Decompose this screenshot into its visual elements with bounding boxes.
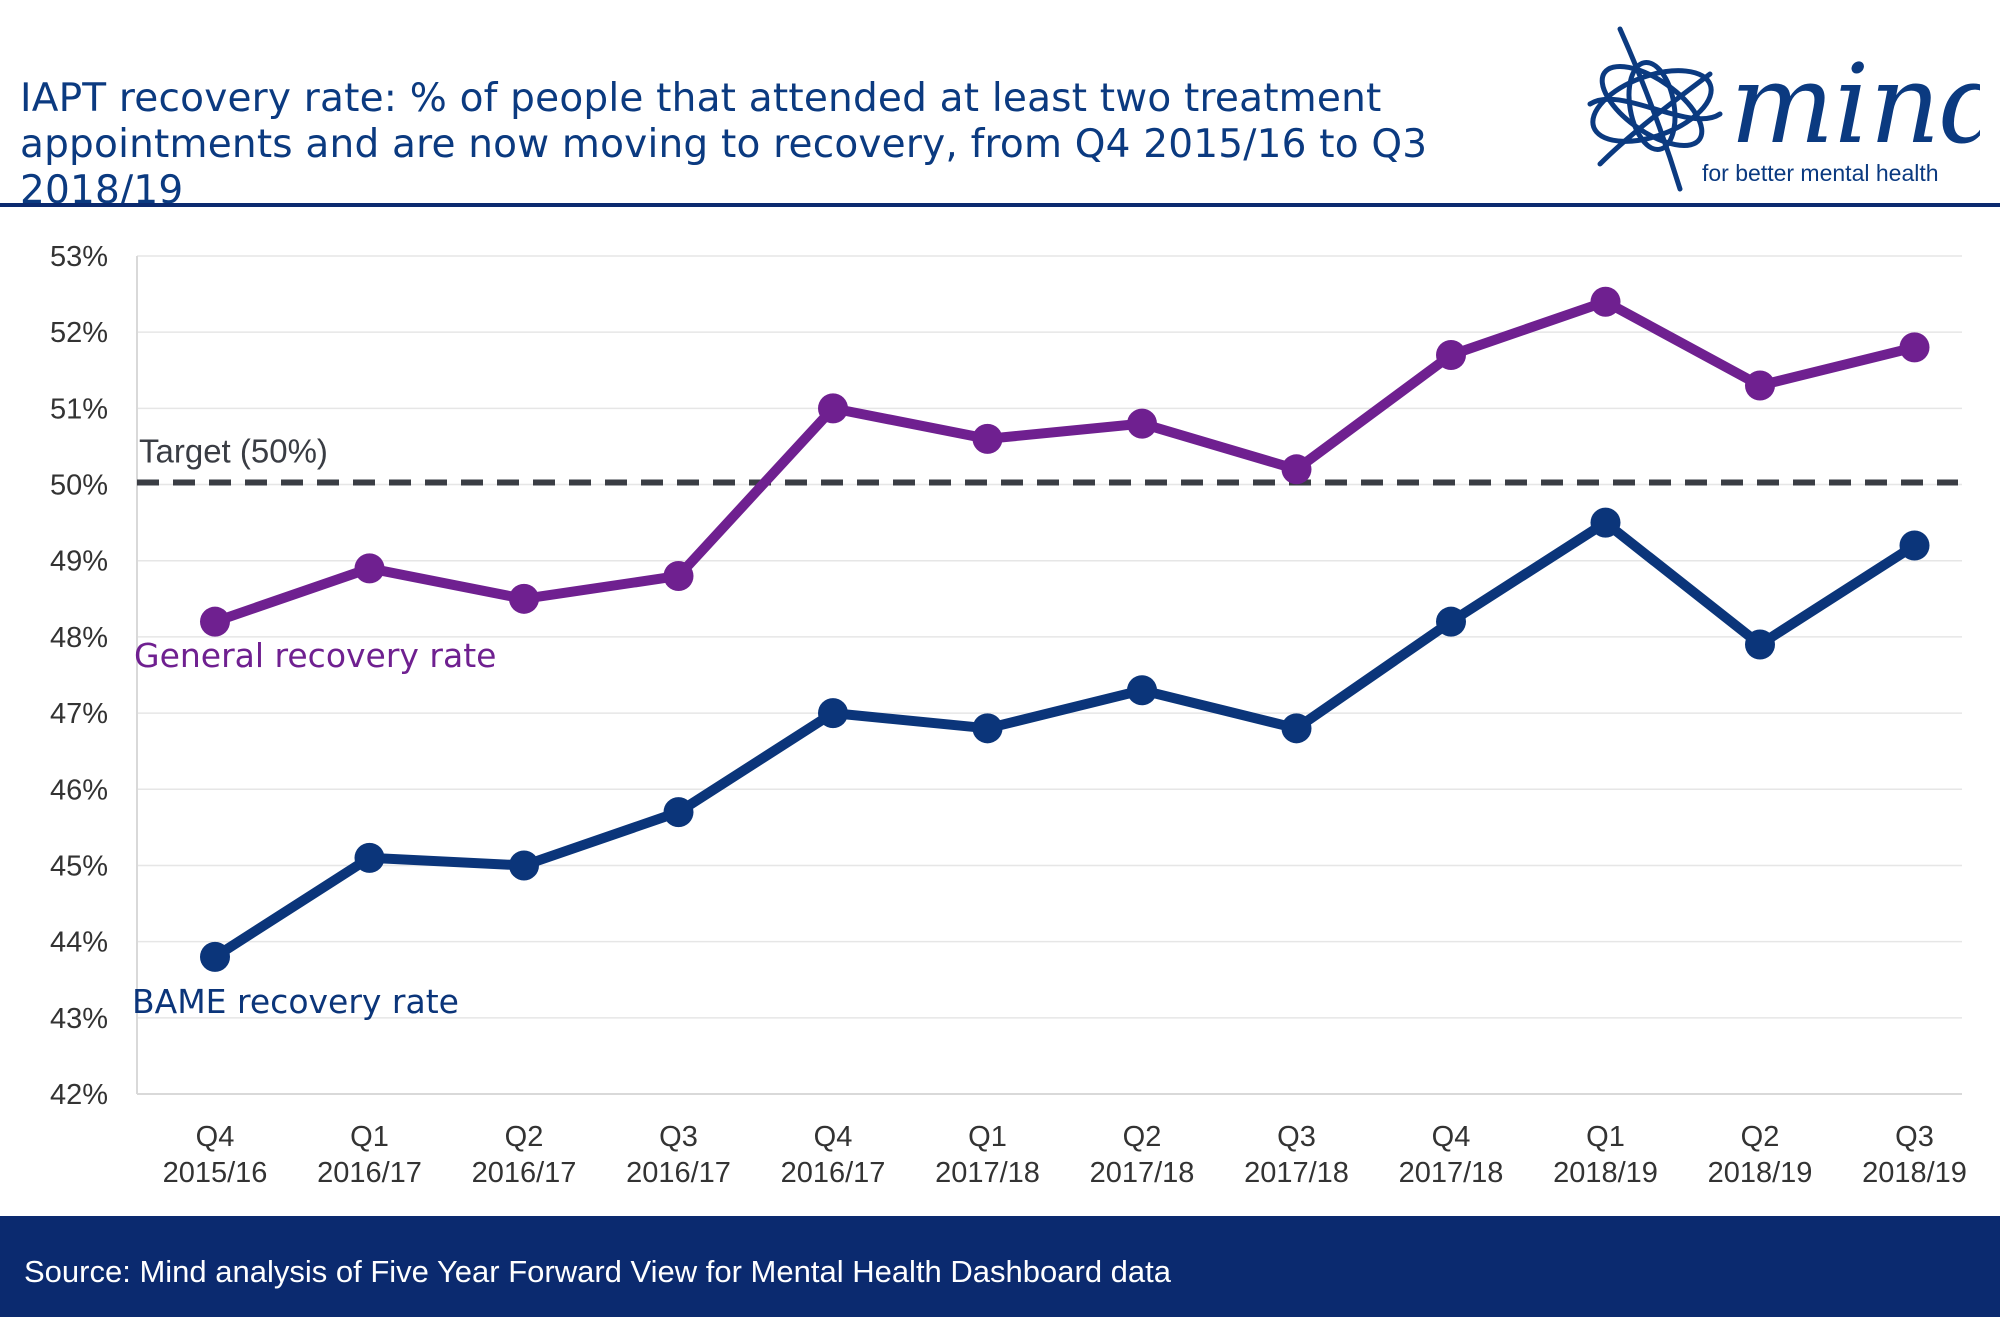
data-point [1745, 629, 1775, 660]
series-line [210, 296, 1920, 627]
data-point [354, 553, 385, 584]
data-point [1590, 286, 1621, 317]
y-tick-label: 42% [50, 1079, 108, 1111]
data-point [1127, 675, 1157, 706]
data-point [818, 698, 848, 729]
x-tick-label: Q3 2016/17 [626, 1121, 731, 1189]
chart-title: IAPT recovery rate: % of people that att… [20, 76, 1428, 213]
axes: 42% 43% 44% 45% 46% 47% 48% 49% 50% 51% 52% 53% Q4 20… [50, 241, 1967, 1189]
x-tick-label: Q3 2017/18 [1244, 1121, 1349, 1189]
x-tick-label: Q1 2017/18 [935, 1121, 1040, 1189]
y-tick-label: 49% [50, 546, 108, 578]
series-label: General recovery rate [134, 636, 496, 675]
line-chart: 42% 43% 44% 45% 46% 47% 48% 49% 50% 51% 52% 53% Q4 20… [50, 241, 1967, 1189]
header-divider [0, 203, 2000, 207]
data-point [972, 423, 1003, 454]
data-point [972, 713, 1003, 744]
x-tick-label: Q2 2016/17 [472, 1121, 577, 1189]
data-point [1127, 408, 1157, 439]
x-tick-label: Q4 2016/17 [781, 1121, 886, 1189]
y-tick-label: 44% [50, 927, 108, 959]
x-tick-label: Q4 2015/16 [163, 1121, 268, 1189]
y-tick-label: 52% [50, 317, 108, 349]
data-point [509, 583, 539, 614]
source-note: Source: Mind analysis of Five Year Forwa… [24, 1254, 1172, 1289]
y-tick-label: 47% [50, 698, 108, 730]
mind-logo: mind [1587, 26, 1980, 192]
data-point [1436, 340, 1466, 371]
data-point [200, 941, 230, 972]
target-label: Target (50%) [139, 433, 328, 470]
series-line [210, 517, 1920, 962]
data-point [1745, 370, 1775, 401]
mind-logo-tagline: for better mental health [1702, 160, 1939, 186]
y-tick-label: 43% [50, 1003, 108, 1035]
data-point [509, 850, 539, 881]
data-point [1899, 332, 1930, 363]
x-tick-label: Q2 2018/19 [1708, 1121, 1813, 1189]
series-group [200, 286, 1930, 972]
data-point [1899, 530, 1930, 561]
x-tick-label: Q1 2018/19 [1553, 1121, 1658, 1189]
y-tick-label: 50% [50, 470, 108, 502]
data-point [663, 560, 694, 591]
x-tick-label: Q2 2017/18 [1090, 1121, 1195, 1189]
y-tick-label: 48% [50, 622, 108, 654]
labels-group: Target (50%) General recovery rate BAME re… [132, 433, 496, 1021]
y-tick-label: 51% [50, 393, 108, 425]
y-tick-label: 46% [50, 774, 108, 806]
x-tick-label: Q1 2016/17 [317, 1121, 422, 1189]
x-tick-label: Q3 2018/19 [1862, 1121, 1967, 1189]
series-label: BAME recovery rate [132, 982, 459, 1021]
header: IAPT recovery rate: % of people that att… [0, 0, 2000, 213]
x-tick-label: Q4 2017/18 [1399, 1121, 1504, 1189]
data-point [1590, 507, 1621, 538]
y-tick-label: 45% [50, 850, 108, 882]
data-point [1436, 606, 1466, 637]
data-point [663, 797, 694, 828]
mind-logo-scribble-icon [1587, 26, 1723, 192]
data-point [354, 842, 385, 873]
y-tick-label: 53% [50, 241, 108, 273]
data-point [1281, 713, 1312, 744]
data-point [1281, 454, 1312, 485]
footer: Source: Mind analysis of Five Year Forwa… [0, 1216, 2000, 1317]
data-point [200, 606, 230, 637]
mind-logo-wordmark: mind [1730, 40, 1980, 168]
data-point [818, 393, 848, 424]
